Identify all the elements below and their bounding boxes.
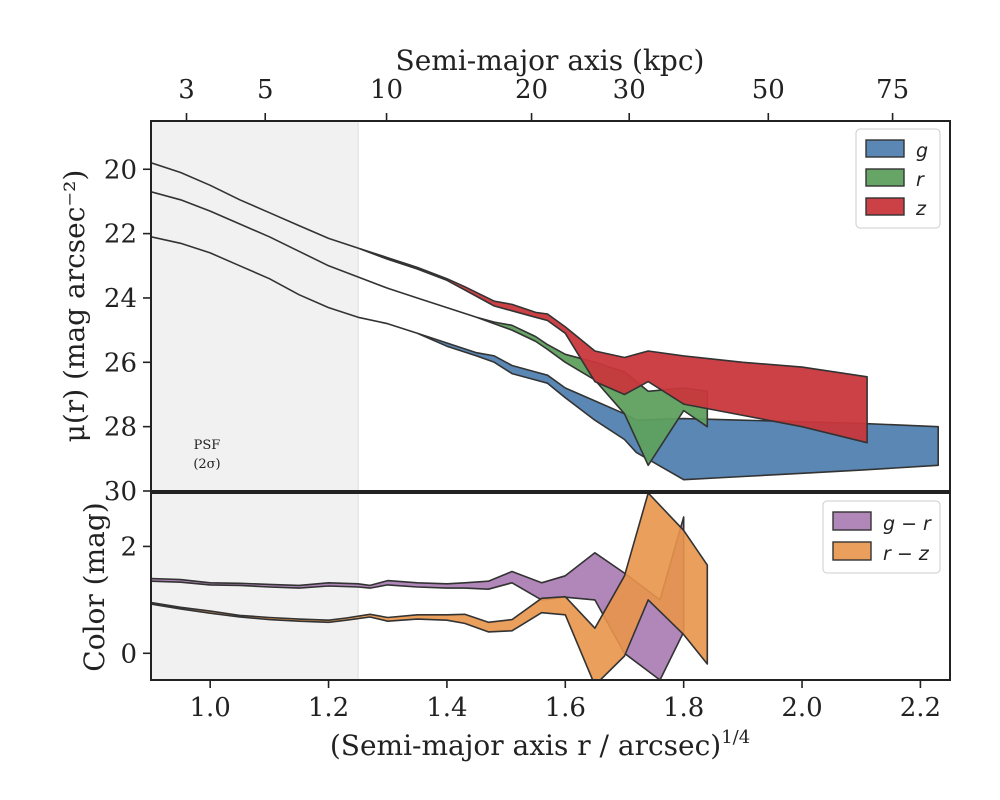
y-tick-label: 24 [104,284,137,314]
bottom-axes-frame [150,492,951,681]
x-tick-label: 1.6 [545,693,586,723]
legend-swatch-r-z [832,541,872,561]
y-tick-label: 26 [104,348,137,378]
top-y-axis-title: μ(r) (mag arcsec⁻²) [58,170,91,443]
top-x-tick-label: 75 [876,75,909,105]
psf-shaded-region [150,120,359,492]
surface-brightness-panel: 20 22 24 26 28 30 3 5 10 20 30 50 75 PSF (2σ) Semi-… [58,44,951,507]
band-g [151,236,940,481]
x-tick-label: 1.8 [663,693,704,723]
surface-brightness-legend: grz [855,128,941,229]
legend-label-r-z: r − z [883,543,930,565]
bottom-x-axis-title-main: (Semi-major axis r / arcsec) [330,729,721,762]
legend-label-r: r [916,169,925,191]
psf-label-line1: PSF [194,438,221,453]
y-tick-label: 22 [104,220,137,250]
x-tick-label: 1.2 [308,693,349,723]
legend-swatch-r [865,168,905,187]
band-r-z [151,493,709,680]
bottom-y-tick-label: 2 [120,532,137,562]
bottom-x-axis-title-superscript: 1/4 [721,727,750,748]
top-x-tick-label: 50 [752,75,785,105]
psf-label-line2: (2σ) [193,457,220,472]
x-tick-label: 1.4 [426,693,467,723]
color-panel: 0 2 1.0 1.2 1.4 1.6 1.8 2.0 2.2 Color (mag) (Se… [78,492,951,762]
top-x-tick-label: 5 [257,75,274,105]
legend-swatch-g-r [832,511,872,531]
legend-swatch-g [865,139,905,158]
top-axes-frame [150,120,951,492]
bottom-y-tick-label: 0 [120,639,137,669]
legend-label-z: z [915,198,927,220]
x-tick-label: 2.2 [900,693,941,723]
top-x-tick-label: 3 [178,75,195,105]
color-legend: g − r r − z [822,500,941,574]
top-x-tick-label: 30 [613,75,646,105]
y-tick-label: 20 [104,155,137,185]
top-x-tick-label: 20 [515,75,548,105]
legend-label-g: g [916,140,928,162]
x-tick-label: 2.0 [781,693,822,723]
y-tick-label: 28 [104,413,137,443]
top-axis-title: Semi-major axis (kpc) [396,44,705,77]
band-z [151,162,868,444]
legend-swatch-z [865,197,905,216]
top-x-tick-label: 10 [370,75,403,105]
bottom-x-axis-title: (Semi-major axis r / arcsec)1/4 [330,727,750,762]
x-tick-label: 1.0 [190,693,231,723]
bottom-y-axis-title: Color (mag) [78,502,111,671]
y-tick-label: 30 [104,477,137,507]
legend-label-g-r: g − r [883,513,932,535]
